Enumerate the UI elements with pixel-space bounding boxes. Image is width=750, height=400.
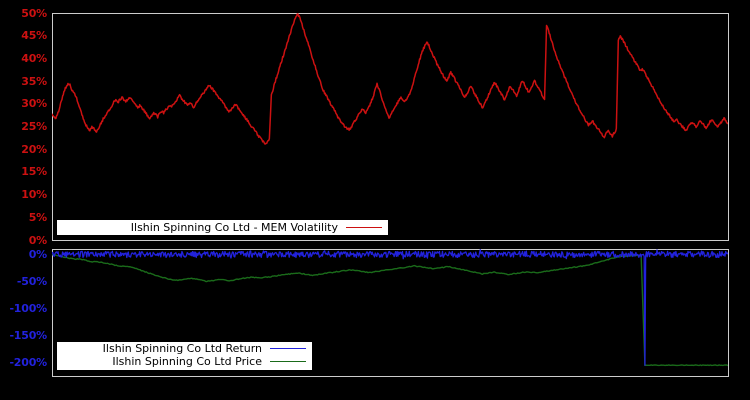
price-legend-swatch — [270, 361, 306, 362]
volatility-y-tick-0pct: 0% — [28, 233, 47, 247]
return-price-y-tick-neg50pct: -50% — [16, 274, 47, 288]
legend-item-return: Ilshin Spinning Co Ltd Return — [57, 342, 312, 355]
legend-item-price: Ilshin Spinning Co Ltd Price — [57, 355, 312, 368]
volatility-y-tick-35pct: 35% — [21, 74, 47, 88]
volatility-y-tick-5pct: 5% — [28, 210, 47, 224]
return-price-y-tick-0pct: 0% — [28, 247, 47, 261]
volatility-legend-swatch — [346, 227, 382, 228]
return-price-legend: Ilshin Spinning Co Ltd Return Ilshin Spi… — [57, 342, 312, 370]
return-price-y-tick-neg100pct: -100% — [9, 301, 47, 315]
return-price-y-tick-neg200pct: -200% — [9, 355, 47, 369]
volatility-y-tick-25pct: 25% — [21, 120, 47, 133]
volatility-plot-svg — [52, 13, 729, 241]
volatility-y-tick-15pct: 15% — [21, 165, 47, 179]
volatility-y-tick-40pct: 40% — [21, 51, 47, 65]
return-legend-label: Ilshin Spinning Co Ltd Return — [102, 342, 262, 355]
volatility-y-tick-20pct: 20% — [21, 142, 47, 156]
return-legend-swatch — [270, 348, 306, 349]
price-legend-label: Ilshin Spinning Co Ltd Price — [112, 355, 262, 368]
volatility-y-tick-10pct: 10% — [21, 188, 47, 202]
return-price-y-tick-neg150pct: -150% — [9, 328, 47, 342]
volatility-y-tick-50pct: 50% — [21, 6, 47, 20]
volatility-y-tick-45pct: 45% — [21, 29, 47, 43]
volatility-legend-label: Ilshin Spinning Co Ltd - MEM Volatility — [130, 221, 338, 234]
volatility-y-tick-30pct: 30% — [21, 97, 47, 111]
volatility-legend: Ilshin Spinning Co Ltd - MEM Volatility — [57, 220, 388, 235]
